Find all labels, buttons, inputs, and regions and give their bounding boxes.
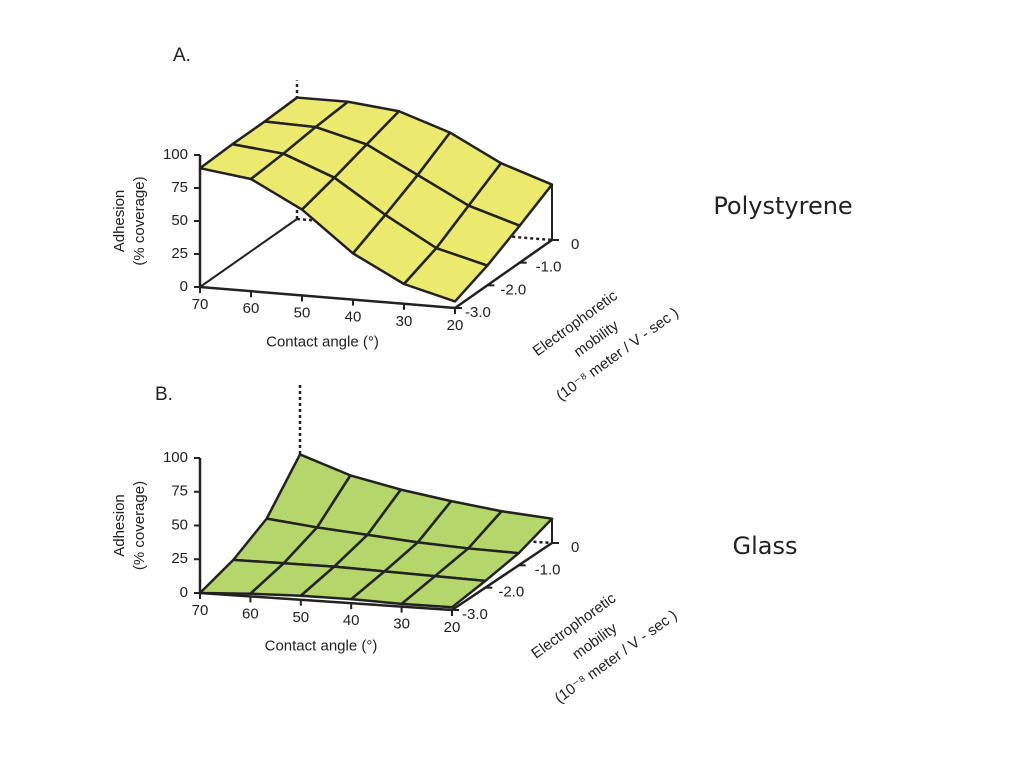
y-tick-label: -3.0 [465,304,491,321]
material-name: Polystyrene [713,192,852,220]
z-tick-label: 75 [171,179,188,196]
x-tick-label: 60 [243,300,260,317]
floor-edge [199,218,298,288]
z-tick-label: 50 [171,516,188,533]
y-tick-label: -3.0 [462,606,488,623]
z-tick-label: 25 [171,550,188,567]
x-tick-label: 20 [444,619,461,636]
y-tick-label: 0 [571,539,579,556]
x-tick-label: 40 [345,309,362,326]
x-tick-label: 50 [294,304,311,321]
panel-label: B. [155,384,173,405]
z-tick-label: 100 [163,449,188,466]
z-tick-label: 25 [171,245,188,262]
panel-label: A. [173,45,191,66]
z-tick-label: 75 [171,483,188,500]
x-axis [199,591,453,612]
surface-cell [400,574,487,609]
z-tick-label: 0 [180,278,188,295]
x-tick-label: 40 [343,612,360,629]
y-axis [454,238,553,310]
material-name: Glass [733,532,798,560]
x-tick-label: 70 [192,296,209,313]
z-axis-label: Adhesion [111,190,128,253]
y-tick-label: -2.0 [498,584,524,601]
x-axis [199,285,456,310]
x-axis-label: Contact angle (°) [266,333,379,350]
x-tick-label: 20 [447,317,464,334]
z-axis-label: (% coverage) [131,176,148,265]
y-axis [451,541,553,612]
z-tick-label: 50 [171,212,188,229]
z-axis-label: Adhesion [111,494,128,557]
surface-cell [402,246,489,303]
y-tick-label: -2.0 [500,281,526,298]
x-tick-label: 50 [292,609,309,626]
y-tick-label: 0 [571,236,579,253]
z-tick-label: 0 [180,584,188,601]
z-axis-label: (% coverage) [131,481,148,570]
x-tick-label: 30 [396,313,413,330]
z-tick-label: 100 [163,146,188,163]
x-tick-label: 70 [192,602,209,619]
x-axis-label: Contact angle (°) [265,637,378,654]
x-tick-label: 30 [393,616,410,633]
y-tick-label: -1.0 [536,259,562,276]
x-tick-label: 60 [242,605,259,622]
y-tick-label: -1.0 [535,561,561,578]
